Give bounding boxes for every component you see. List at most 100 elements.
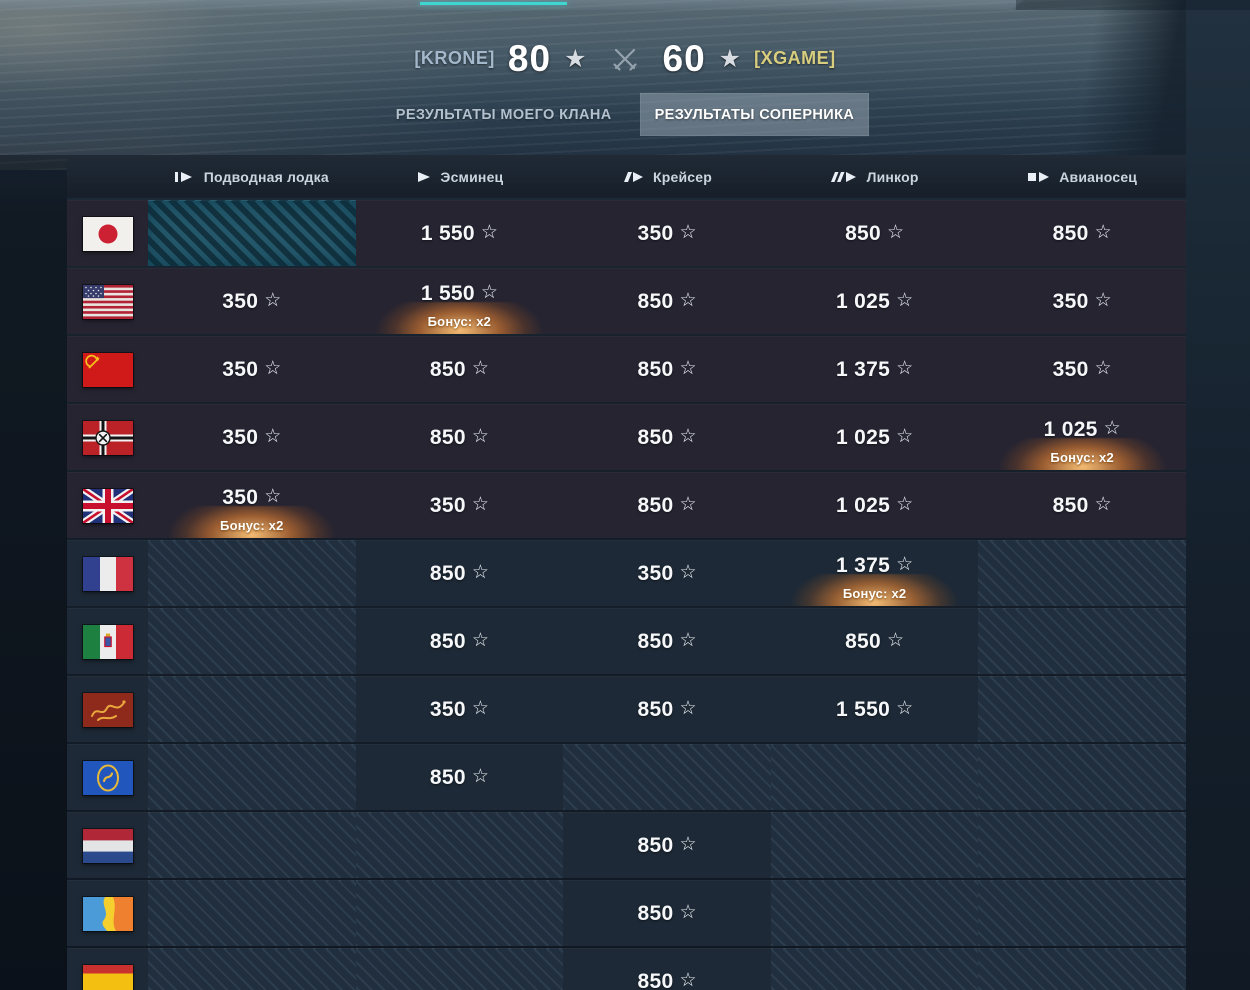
bonus-label: Бонус: x2 — [220, 518, 284, 533]
star-value: 350 ☆ — [430, 494, 489, 518]
star-icon: ☆ — [679, 969, 697, 990]
flag-cell — [67, 880, 148, 946]
star-count: 850 — [637, 357, 674, 381]
battleship-icon — [830, 171, 858, 183]
star-value: 350 ☆ — [222, 290, 281, 314]
star-icon: ☆ — [679, 221, 697, 243]
star-count: 850 — [1052, 493, 1089, 517]
star-count: 350 — [637, 561, 674, 585]
column-header-submarine: Подводная лодка — [148, 155, 356, 198]
star-value: 850 ☆ — [845, 630, 904, 654]
star-icon: ☆ — [471, 493, 489, 515]
tab-opponent-results[interactable]: РЕЗУЛЬТАТЫ СОПЕРНИКА — [639, 93, 870, 136]
star-icon: ☆ — [679, 493, 697, 515]
submarine-icon — [174, 171, 195, 183]
star-icon: ☆ — [1094, 289, 1112, 311]
star-icon: ☆ — [480, 281, 498, 303]
tab-my-clan-results[interactable]: РЕЗУЛЬТАТЫ МОЕГО КЛАНА — [395, 106, 612, 123]
flag-cell — [67, 404, 148, 470]
star-icon: ☆ — [471, 561, 489, 583]
star-value: 350 ☆ — [637, 562, 696, 586]
star-icon: ☆ — [887, 221, 905, 243]
table-header: Подводная лодка Эсминец Крейсер Линкор Авиан… — [67, 155, 1186, 198]
star-icon: ☆ — [471, 357, 489, 379]
destroyer-cell: 1 550 ☆ — [355, 200, 564, 266]
flag-france — [82, 556, 133, 591]
right-score: 60 — [662, 38, 706, 79]
carrier-cell: 850 ☆ — [978, 200, 1186, 266]
submarine-cell — [148, 608, 356, 674]
match-score: [KRONE] 80 ★ 60 ★ [XGAME] — [0, 40, 1250, 77]
star-value: 850 ☆ — [637, 494, 696, 518]
battleship-cell: 1 375 ☆ Бонус: x2 — [770, 540, 979, 606]
flag-netherlands — [82, 828, 133, 863]
cruiser-cell: 850 ☆ — [563, 472, 771, 538]
star-icon: ☆ — [264, 357, 282, 379]
star-count: 1 550 — [836, 697, 891, 721]
right-background-panel — [1186, 0, 1250, 990]
left-background-shade — [0, 155, 67, 990]
star-icon: ☆ — [1094, 493, 1112, 515]
submarine-cell — [148, 744, 356, 810]
star-value: 850 ☆ — [637, 426, 696, 450]
star-value: 850 ☆ — [430, 358, 489, 382]
flag-cell — [67, 336, 148, 402]
star-icon: ☆ — [679, 629, 697, 651]
star-count: 850 — [637, 833, 674, 857]
star-count: 1 375 — [836, 357, 891, 381]
battleship-cell: 850 ☆ — [770, 200, 979, 266]
battleship-cell: 1 025 ☆ — [770, 472, 979, 538]
submarine-cell: 350 ☆ — [148, 336, 356, 402]
flag-cell — [67, 200, 148, 266]
star-icon: ☆ — [264, 425, 282, 447]
flag-spain — [82, 964, 133, 990]
cruiser-cell: 850 ☆ — [563, 336, 771, 402]
star-icon: ☆ — [480, 221, 498, 243]
submarine-cell: 350 ☆ — [148, 268, 356, 334]
star-count: 1 025 — [1043, 417, 1098, 441]
star-count: 850 — [637, 425, 674, 449]
destroyer-cell — [355, 880, 564, 946]
star-value: 850 ☆ — [1053, 222, 1112, 246]
star-value: 850 ☆ — [430, 766, 489, 790]
star-value: 850 ☆ — [430, 630, 489, 654]
star-icon: ☆ — [679, 561, 697, 583]
nation-row-usa: 350 ☆ 1 550 ☆ Бонус: x2 850 ☆ 1 025 ☆ 350 ☆ — [67, 268, 1186, 334]
battleship-cell: 1 025 ☆ — [770, 404, 979, 470]
star-icon: ☆ — [471, 629, 489, 651]
star-count: 350 — [222, 289, 259, 313]
star-icon: ☆ — [896, 357, 914, 379]
nation-row-pan_america: 850 ☆ — [67, 880, 1186, 946]
star-count: 850 — [429, 425, 466, 449]
nation-row-italy: 850 ☆ 850 ☆ 850 ☆ — [67, 608, 1186, 674]
star-value: 1 025 ☆ — [1044, 418, 1121, 442]
column-header-carrier: Авианосец — [978, 155, 1186, 198]
star-value: 850 ☆ — [637, 834, 696, 858]
cruiser-cell: 850 ☆ — [563, 880, 771, 946]
star-icon: ★ — [564, 44, 587, 73]
table-body: 1 550 ☆ 350 ☆ 850 ☆ 850 ☆ 350 ☆ 1 550 ☆ Бонус: x2 850… — [67, 200, 1186, 990]
right-clan-tag: [XGAME] — [754, 48, 836, 68]
star-icon: ☆ — [679, 901, 697, 923]
star-icon: ☆ — [264, 289, 282, 311]
star-count: 850 — [429, 765, 466, 789]
nation-row-commonwealth: 850 ☆ — [67, 744, 1186, 810]
star-icon: ☆ — [1094, 357, 1112, 379]
star-value: 850 ☆ — [637, 902, 696, 926]
battleship-cell — [770, 880, 979, 946]
destroyer-icon — [415, 171, 431, 183]
flag-italy — [82, 624, 133, 659]
flag-cell — [67, 744, 148, 810]
star-icon: ☆ — [679, 833, 697, 855]
star-icon: ☆ — [471, 425, 489, 447]
background-corner-fade — [1030, 0, 1250, 160]
submarine-cell: 350 ☆ — [148, 404, 356, 470]
star-icon: ☆ — [679, 697, 697, 719]
star-count: 850 — [429, 357, 466, 381]
destroyer-cell: 850 ☆ — [355, 404, 564, 470]
star-count: 850 — [637, 493, 674, 517]
flag-cell — [67, 608, 148, 674]
flag-usa — [82, 284, 133, 319]
star-count: 350 — [637, 221, 674, 245]
